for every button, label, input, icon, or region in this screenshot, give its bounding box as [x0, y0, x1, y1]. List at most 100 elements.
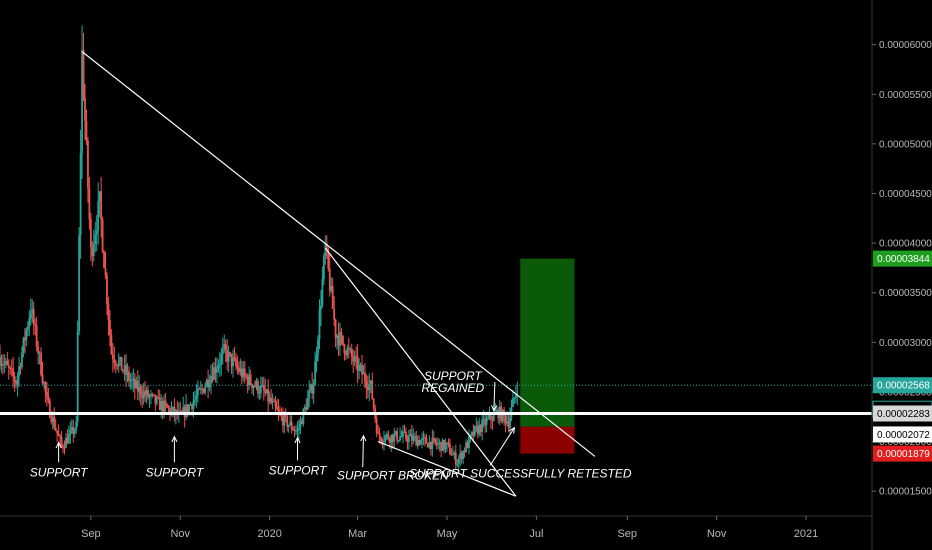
- candle-body: [451, 454, 454, 456]
- candle-body: [492, 412, 495, 421]
- candle-body: [82, 49, 85, 98]
- candle-body: [236, 365, 239, 368]
- candle-body: [85, 120, 88, 141]
- candle-body: [375, 418, 378, 433]
- candle-body: [446, 442, 448, 445]
- candle-body: [150, 394, 152, 397]
- take-profit-badge: 0.00003844: [877, 254, 930, 265]
- candle-body: [283, 414, 286, 426]
- candle-body: [62, 445, 64, 448]
- take-profit-zone[interactable]: [520, 258, 575, 427]
- candle-body: [28, 318, 31, 327]
- candle-body: [371, 380, 374, 399]
- candle-body: [254, 385, 256, 387]
- candle-body: [359, 364, 362, 366]
- candle-body: [69, 429, 72, 435]
- candle-body: [239, 368, 242, 372]
- candle-body: [327, 249, 330, 269]
- candle-body: [70, 426, 73, 430]
- candle-body: [298, 427, 300, 431]
- candle-body: [92, 243, 95, 257]
- candle-body: [488, 414, 491, 418]
- candle-body: [138, 386, 141, 392]
- candle-body: [66, 438, 69, 444]
- candle-body: [504, 415, 507, 424]
- candle-body: [287, 425, 290, 427]
- candle-body: [38, 352, 41, 354]
- candle-body: [189, 404, 192, 406]
- candle-body: [462, 451, 465, 459]
- candle-body: [129, 380, 132, 382]
- time-tick-label: Nov: [170, 528, 190, 540]
- arrow-head: [491, 405, 498, 412]
- price-tick-label: 0.00005000: [879, 139, 932, 150]
- price-tick-label: 0.00001500: [879, 487, 932, 498]
- candle-body: [163, 400, 166, 412]
- candle-body: [380, 437, 382, 442]
- annotation-label: SUPPORT BROKEN: [337, 468, 449, 482]
- trendline[interactable]: [81, 51, 596, 457]
- candle-body: [391, 434, 394, 442]
- candle-body: [152, 394, 155, 396]
- candle-body: [355, 356, 358, 358]
- candle-body: [160, 400, 163, 410]
- candle-body: [123, 364, 126, 372]
- level-badge: 0.00002072: [877, 430, 930, 441]
- position-zones[interactable]: [520, 258, 575, 454]
- candle-body: [344, 353, 347, 356]
- candle-body: [120, 357, 123, 371]
- candle-body: [289, 421, 292, 426]
- candle-body: [274, 401, 277, 407]
- annotation-label: SUPPORT: [269, 463, 328, 477]
- candle-body: [409, 434, 412, 437]
- candle-body: [315, 355, 318, 362]
- candle-body: [312, 385, 315, 394]
- annotations: SUPPORT SUPPORT SUPPORT SUPPORT BROKENSUPPO…: [30, 369, 632, 482]
- candle-body: [438, 442, 441, 444]
- trendline[interactable]: [377, 441, 517, 497]
- candle-body: [314, 361, 316, 386]
- trendline[interactable]: [324, 247, 517, 497]
- candle-body: [318, 309, 321, 340]
- candle-body: [465, 442, 467, 452]
- time-tick-label: 2021: [794, 528, 818, 540]
- candle-body: [479, 424, 482, 433]
- candle-body: [413, 436, 416, 438]
- trendlines[interactable]: [0, 51, 872, 497]
- candle-body: [199, 388, 202, 390]
- candle-body: [473, 426, 476, 436]
- price-tick-label: 0.00005500: [879, 90, 932, 101]
- candle-body: [218, 363, 221, 366]
- candle-body: [235, 358, 237, 366]
- candle-body: [188, 405, 190, 413]
- candle-body: [482, 418, 485, 420]
- candle-body: [273, 401, 275, 403]
- candle-body: [109, 320, 111, 336]
- candle-body: [309, 384, 312, 391]
- time-axis[interactable]: Sep Nov 2020 Mar May Jul Sep Nov 2021: [81, 516, 818, 540]
- candle-body: [472, 432, 475, 436]
- candle-body: [32, 309, 35, 325]
- candle-body: [161, 400, 164, 412]
- candle-body: [207, 379, 210, 388]
- candle-body: [196, 388, 199, 396]
- candle-body: [217, 365, 220, 369]
- candle-body: [106, 275, 108, 305]
- candle-body: [31, 309, 34, 313]
- candle-body: [352, 356, 355, 362]
- stop-loss-zone[interactable]: [520, 426, 575, 454]
- candle-body: [457, 458, 460, 465]
- candle-body: [29, 312, 32, 319]
- candle-body: [75, 421, 78, 430]
- candle-body: [302, 408, 305, 425]
- candle-body: [34, 324, 37, 326]
- candle-body: [358, 365, 360, 371]
- candle-body: [0, 357, 1, 366]
- candle-body: [469, 435, 472, 437]
- candle-body: [113, 359, 116, 363]
- candle-body: [403, 431, 406, 433]
- candle-body: [356, 356, 359, 371]
- candle-body: [198, 388, 201, 390]
